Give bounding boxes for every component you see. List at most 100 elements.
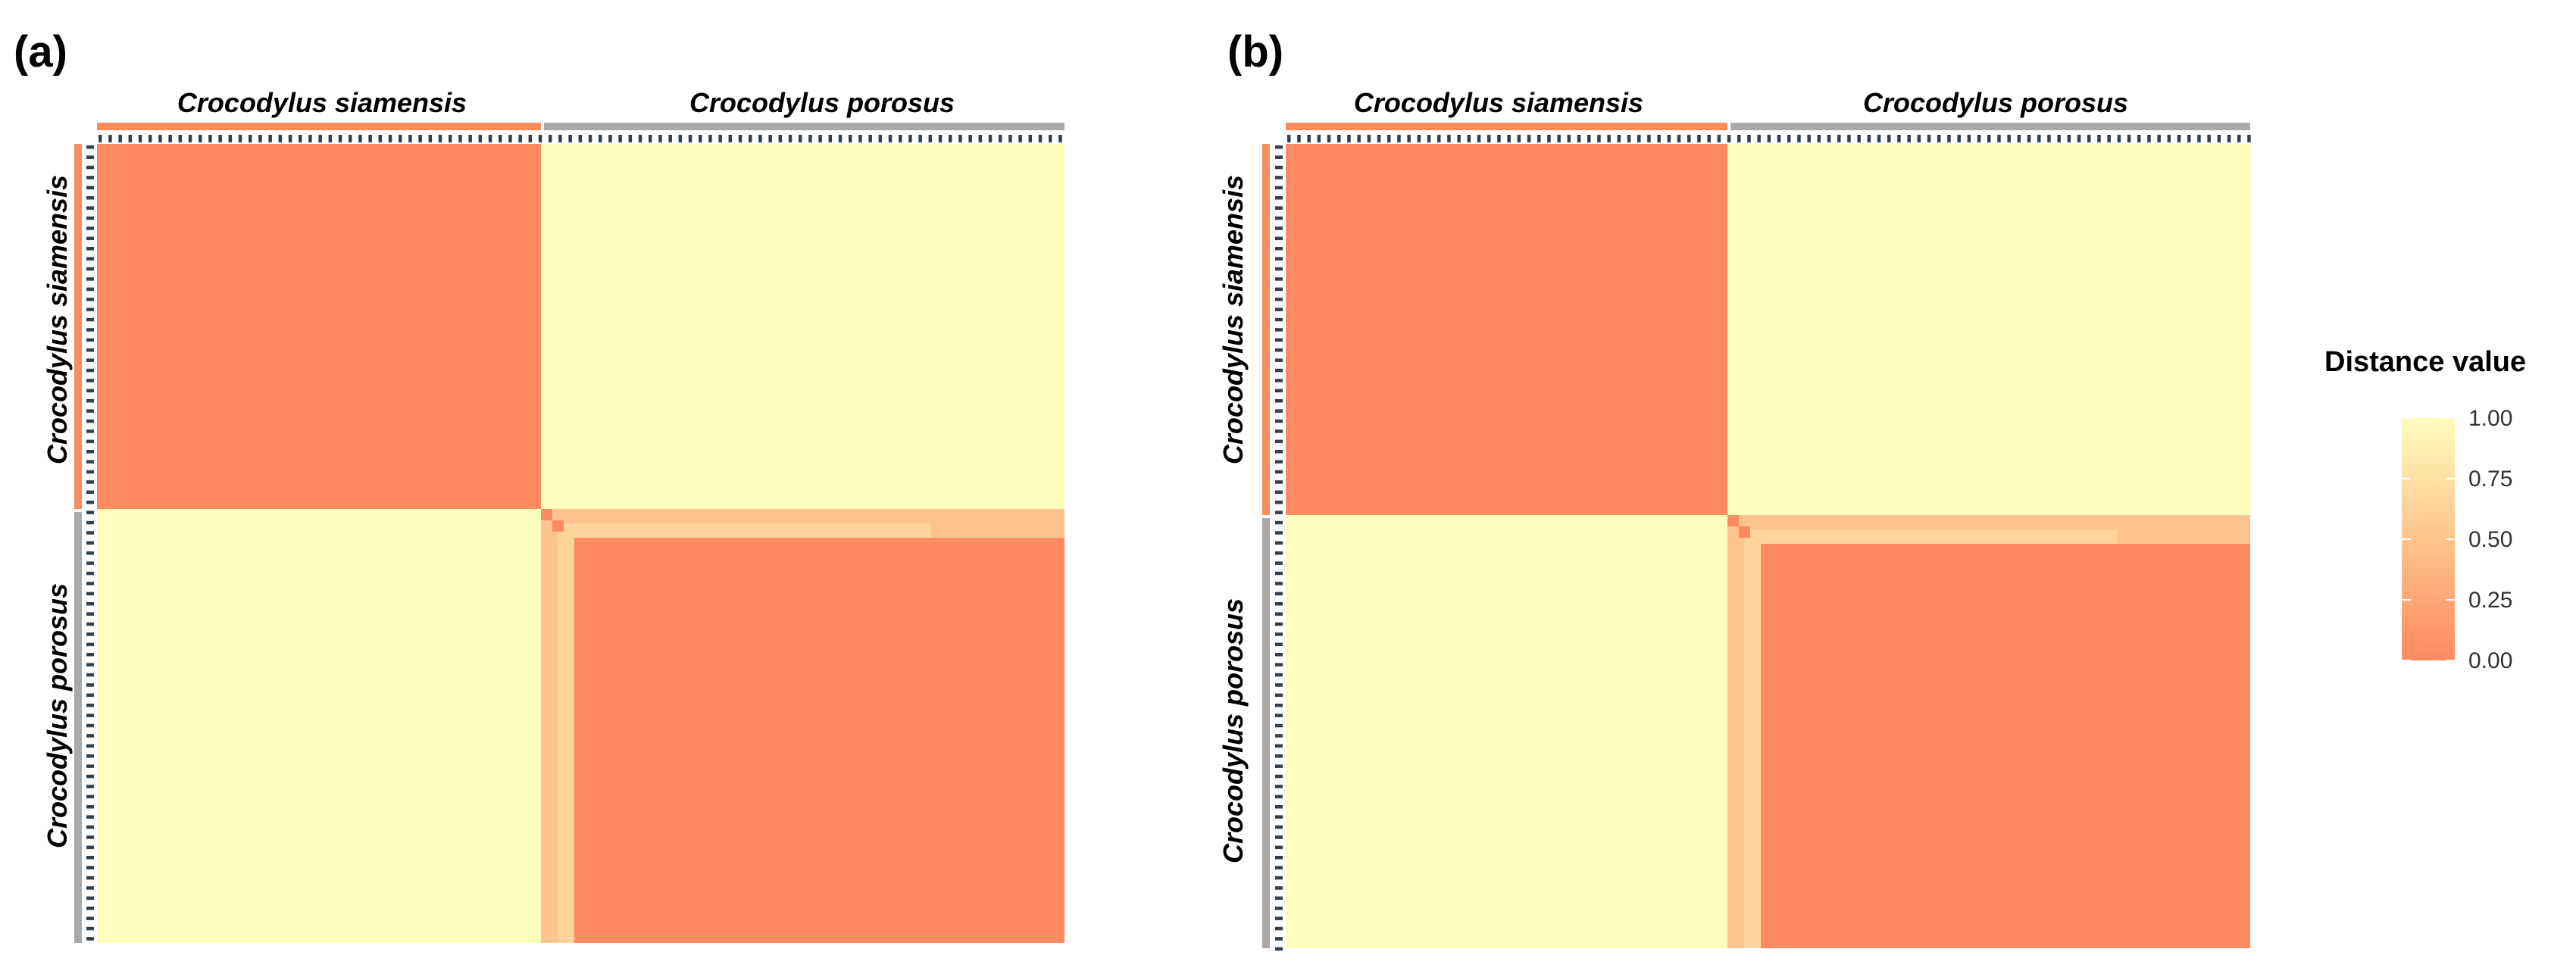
panel-b-left-tick xyxy=(1275,480,1283,484)
panel-a-top-tick xyxy=(118,135,122,142)
panel-a-top-tick xyxy=(799,135,802,142)
panel-a-top-tick xyxy=(568,135,572,142)
panel-a-top-tick xyxy=(978,135,983,142)
panel-b-top-tick xyxy=(2077,135,2081,142)
panel-a-left-tick xyxy=(86,267,94,271)
panel-b-top-tick xyxy=(1627,135,1631,142)
panel-a-left-tick xyxy=(86,368,94,373)
panel-b-left-label-porosus: Crocodylus porosus xyxy=(1218,598,1249,863)
panel-b-left-tick xyxy=(1275,165,1283,170)
panel-a-left-tick xyxy=(86,145,94,149)
panel-a-top-tick xyxy=(98,135,102,142)
panel-a-top-tick xyxy=(718,135,722,142)
panel-b-left-tick xyxy=(1275,236,1283,241)
panel-a-left-tick xyxy=(86,348,94,352)
panel-b-top-tick xyxy=(2217,135,2221,142)
panel-a-top-tick xyxy=(918,135,922,142)
panel-b-top-tick xyxy=(1687,135,1691,142)
panel-b-left-tick xyxy=(1275,561,1283,565)
panel-b-top-tick xyxy=(1677,135,1681,142)
panel-a-top-tick xyxy=(728,135,733,142)
panel-b-left-tick xyxy=(1275,348,1283,352)
panel-b-top-tick xyxy=(1337,135,1341,142)
panel-b-left-tick xyxy=(1275,896,1283,901)
panel-b-left-tick xyxy=(1275,683,1283,687)
panel-a-left-label-siamensis: Crocodylus siamensis xyxy=(42,175,73,464)
panel-b-top-tick xyxy=(1787,135,1791,142)
panel-a-left-tick xyxy=(86,165,94,170)
panel-b-top-label-porosus: Crocodylus porosus xyxy=(1863,87,2128,118)
panel-b-top-bar-siamensis xyxy=(1286,123,1727,130)
panel-a-cell-divergent-row-end xyxy=(931,509,1064,538)
panel-a-cell-porosus-porosus xyxy=(541,509,1064,943)
panel-a-top-tick xyxy=(788,135,792,142)
panel-a-left-tick xyxy=(86,916,94,920)
panel-b-top-tick xyxy=(2037,135,2041,142)
panel-a-top-tick xyxy=(138,135,142,142)
panel-b-top-tick xyxy=(1867,135,1871,142)
panel-b-left-label-siamensis: Crocodylus siamensis xyxy=(1218,175,1249,464)
panel-a-left-tick xyxy=(86,856,94,860)
panel-b-top-tick xyxy=(1617,135,1621,142)
panel-b-top-tick xyxy=(2027,135,2031,142)
panel-a-left-tick xyxy=(86,734,94,738)
panel-b-left-tick xyxy=(1275,439,1283,444)
panel-b-left-tick xyxy=(1275,470,1283,474)
panel-a-left-tick xyxy=(86,794,94,799)
panel-b-left-tick xyxy=(1275,450,1283,454)
panel-b-left-tick xyxy=(1275,307,1283,311)
panel-a-left-tick xyxy=(86,592,94,596)
panel-a-left-tick xyxy=(86,328,94,332)
panel-b-cell-divergent-row-end xyxy=(2117,515,2250,544)
panel-b-left-tick xyxy=(1275,490,1283,495)
panel-b-left-tick xyxy=(1275,663,1283,667)
panel-b-top-tick xyxy=(1877,135,1881,142)
panel-b-left-bar-siamensis xyxy=(1262,144,1270,515)
panel-b-top-tick xyxy=(1897,135,1901,142)
panel-b-top-tick xyxy=(1707,135,1711,142)
panel-b-top-tick xyxy=(2007,135,2011,142)
panel-b-left-tick xyxy=(1275,704,1283,707)
panel-b-left-tick xyxy=(1275,379,1283,382)
panel-b-top-tick xyxy=(2167,135,2171,142)
panel-a-top-tick xyxy=(808,135,812,142)
panel-a-left-tick xyxy=(86,704,94,707)
panel-b-left-tick xyxy=(1275,592,1283,596)
panel-a-cell-siamensis-siamensis xyxy=(97,144,541,509)
panel-a-top-tick xyxy=(518,135,522,142)
panel-b-left-tick xyxy=(1275,947,1283,951)
panel-b-left-tick xyxy=(1275,389,1283,393)
panel-b-top-tick xyxy=(1917,135,1921,142)
panel-a-left-bar-siamensis xyxy=(74,144,82,509)
panel-a-left-tick xyxy=(86,815,94,819)
panel-a-top-bar-siamensis xyxy=(97,123,541,130)
panel-a-left-tick xyxy=(86,186,94,190)
panel-a-left-tick xyxy=(86,277,94,281)
panel-b-left-tick xyxy=(1275,835,1283,839)
panel-b-left-tick xyxy=(1275,216,1283,220)
panel-b-top-tick xyxy=(2047,135,2051,142)
panel-a-top-tick xyxy=(868,135,872,142)
panel-a-top-tick xyxy=(478,135,483,142)
panel-a-top-tick xyxy=(1049,135,1052,142)
panel-b-top-tick xyxy=(1397,135,1401,142)
panel-b-left-tick xyxy=(1275,520,1283,525)
panel-a-top-tick xyxy=(358,135,362,142)
panel-a-top-tick xyxy=(199,135,202,142)
panel-b-top-tick xyxy=(1817,135,1821,142)
panel-b-left-tick xyxy=(1275,805,1283,809)
panel-a-left-tick xyxy=(86,673,94,677)
panel-a-left-tick xyxy=(86,602,94,606)
panel-b-left-tick xyxy=(1275,876,1283,880)
panel-b-top-tick xyxy=(1437,135,1441,142)
panel-b-top-tick xyxy=(1497,135,1501,142)
panel-b-top-tick xyxy=(2237,135,2241,142)
panel-a-left-tick xyxy=(86,541,94,545)
panel-a-left-tick xyxy=(86,642,94,647)
panel-b-left-tick xyxy=(1275,409,1283,413)
panel-b-top-tick xyxy=(1327,135,1331,142)
panel-a-top-tick xyxy=(299,135,302,142)
panel-a-top-tick xyxy=(148,135,152,142)
panel-a-top-tick xyxy=(1058,135,1062,142)
panel-b-top-tick xyxy=(1757,135,1761,142)
